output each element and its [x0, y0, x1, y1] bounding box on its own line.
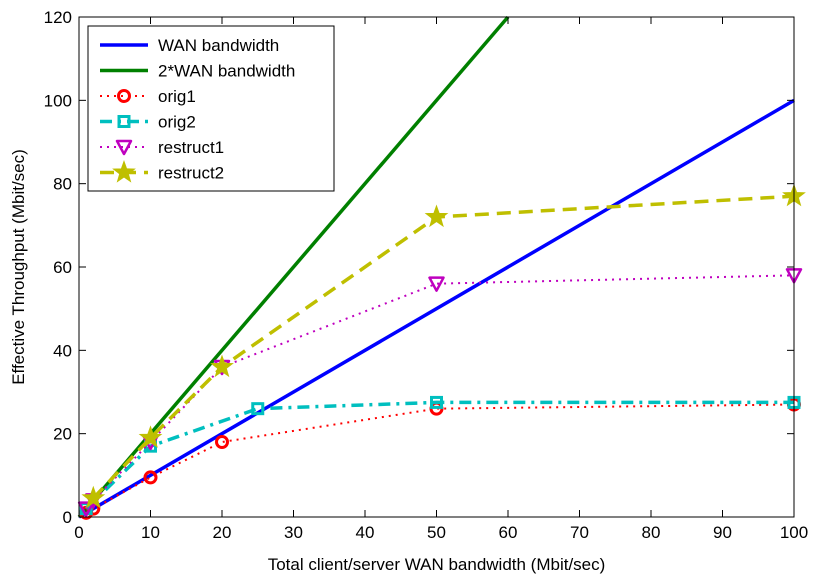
data-point-orig2: [251, 402, 265, 416]
legend-marker-restruct1: [115, 139, 133, 156]
data-point-restruct2: [81, 485, 106, 509]
data-point-orig2: [430, 395, 443, 409]
data-point-restruct2: [138, 425, 163, 448]
series-wan-bandwidth: [78, 98, 795, 519]
legend-marker-orig1: [117, 89, 131, 103]
legend-item-restruct2: restruct2: [100, 160, 224, 183]
y-tick-label: 0: [63, 508, 72, 527]
data-point-restruct2: [424, 204, 449, 228]
x-tick-label: 20: [213, 523, 232, 542]
x-tick-label: 0: [74, 523, 83, 542]
legend-item-orig1: orig1: [100, 87, 196, 106]
legend-label-restruct1: restruct1: [158, 138, 224, 157]
x-axis-title: Total client/server WAN bandwidth (Mbit/…: [268, 555, 606, 574]
series-line-wan-bandwidth: [78, 98, 795, 519]
x-tick-label: 50: [427, 523, 446, 542]
data-point-restruct1: [428, 276, 445, 292]
x-tick-label: 60: [499, 523, 518, 542]
legend-item-wan-bandwidth: WAN bandwidth: [100, 36, 279, 55]
legend-label-2-wan-bandwidth: 2*WAN bandwidth: [158, 62, 295, 81]
x-tick-label: 40: [356, 523, 375, 542]
y-tick-label: 60: [53, 258, 72, 277]
x-tick-label: 30: [284, 523, 303, 542]
data-point-orig1: [215, 435, 229, 449]
legend: WAN bandwidth 2*WAN bandwidth orig1 orig2 re…: [87, 25, 335, 192]
x-tick-label: 10: [141, 523, 160, 542]
legend-item-2-wan-bandwidth: 2*WAN bandwidth: [100, 62, 295, 81]
data-point-orig1: [143, 470, 158, 485]
y-axis-title: Effective Throughput (Mbit/sec): [9, 149, 28, 385]
legend-label-orig1: orig1: [158, 87, 196, 106]
y-tick-label: 40: [53, 341, 72, 360]
x-tick-label: 90: [713, 523, 732, 542]
legend-marker-orig2: [117, 115, 131, 128]
data-point-restruct2: [210, 354, 234, 378]
y-tick-label: 20: [53, 425, 72, 444]
series-line-orig2: [84, 400, 794, 510]
legend-label-restruct2: restruct2: [158, 164, 224, 183]
x-tick-label: 100: [780, 523, 808, 542]
legend-item-restruct1: restruct1: [100, 138, 224, 157]
y-tick-label: 100: [44, 91, 72, 110]
legend-item-orig2: orig2: [100, 113, 196, 132]
legend-box: [87, 25, 335, 192]
data-point-restruct1: [77, 501, 95, 517]
legend-label-wan-bandwidth: WAN bandwidth: [158, 36, 279, 55]
series-layer: [77, 15, 806, 520]
x-tick-label: 70: [570, 523, 589, 542]
legend-label-orig2: orig2: [158, 113, 196, 132]
series-line-orig1: [85, 403, 795, 514]
y-tick-label: 120: [44, 8, 72, 27]
y-tick-label: 80: [53, 175, 72, 194]
x-tick-label: 80: [642, 523, 661, 542]
legend-marker-restruct2: [112, 160, 136, 183]
axes-layer: 0 10 20 30 40 50 60 70 80 90 100 0 20 40 60 80 100 120: [44, 8, 809, 542]
